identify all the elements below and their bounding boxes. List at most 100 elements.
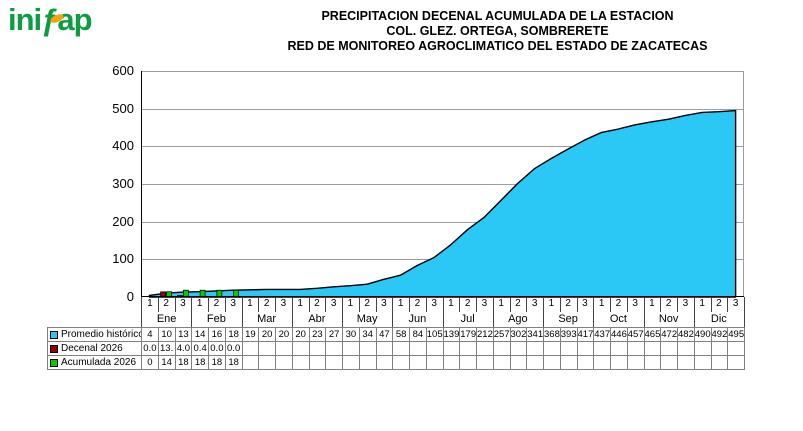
decade-tick-label: 1 xyxy=(644,297,662,312)
table-cell: 393 xyxy=(560,328,578,342)
decade-tick-label: 1 xyxy=(443,297,461,312)
decade-tick-label: 1 xyxy=(342,297,360,312)
table-cell xyxy=(343,342,360,356)
table-cell: 417 xyxy=(577,328,595,342)
table-cell xyxy=(477,356,494,370)
table-cell xyxy=(460,342,477,356)
table-cell: 19 xyxy=(242,328,260,342)
decade-tick-label: 3 xyxy=(225,297,243,312)
table-cell: 14 xyxy=(158,356,176,370)
decade-tick-label: 2 xyxy=(660,297,678,312)
month-label: Ene xyxy=(141,312,193,327)
table-cell: 20 xyxy=(292,328,310,342)
table-cell xyxy=(577,356,595,370)
decade-tick-label: 3 xyxy=(426,297,444,312)
table-cell xyxy=(460,356,477,370)
decade-tick-label: 1 xyxy=(493,297,511,312)
legend-marker-icon xyxy=(50,358,58,367)
table-cell xyxy=(276,342,293,356)
table-cell xyxy=(661,342,678,356)
table-cell xyxy=(242,356,260,370)
table-cell: 465 xyxy=(644,328,662,342)
y-axis-label: 400 xyxy=(112,138,134,154)
table-cell: 368 xyxy=(544,328,561,342)
legend-marker-icon xyxy=(50,330,58,339)
decade-tick-label: 1 xyxy=(242,297,260,312)
table-cell: 490 xyxy=(694,328,712,342)
table-cell xyxy=(359,342,377,356)
table-cell: 18 xyxy=(192,356,209,370)
table-cell: 16 xyxy=(209,328,226,342)
decade-tick-label: 3 xyxy=(627,297,645,312)
table-cell xyxy=(527,342,544,356)
table-cell: 23 xyxy=(309,328,327,342)
decade-tick-label: 1 xyxy=(694,297,712,312)
decade-tick-label: 2 xyxy=(309,297,327,312)
decade-tick-label: 3 xyxy=(526,297,544,312)
month-label: Feb xyxy=(191,312,243,327)
month-label: Ago xyxy=(493,312,544,327)
table-cell: 482 xyxy=(678,328,695,342)
month-label: Nov xyxy=(644,312,695,327)
table-cell: 20 xyxy=(259,328,276,342)
table-cell xyxy=(477,342,494,356)
table-cell xyxy=(426,342,444,356)
table-cell: 179 xyxy=(460,328,477,342)
series-label: Decenal 2026 xyxy=(61,343,123,354)
table-cell xyxy=(644,356,662,370)
table-cell: 105 xyxy=(426,328,444,342)
decade-tick-label: 3 xyxy=(175,297,193,312)
title-line2: COL. GLEZ. ORTEGA, SOMBRERETE xyxy=(386,24,609,38)
table-row: Promedio histórico 4 10 13 14 16 18 19 20 20 20 23 2… xyxy=(48,328,745,342)
table-cell: 0 xyxy=(142,356,159,370)
month-label: Dic xyxy=(694,312,745,327)
decade-tick-label: 3 xyxy=(376,297,394,312)
series-label: Promedio histórico xyxy=(61,329,142,340)
table-cell: 30 xyxy=(343,328,360,342)
table-cell xyxy=(510,342,528,356)
table-cell: 58 xyxy=(393,328,410,342)
table-cell xyxy=(326,356,343,370)
y-axis-label: 500 xyxy=(112,100,134,116)
table-cell xyxy=(292,342,310,356)
table-cell: 257 xyxy=(493,328,511,342)
table-cell xyxy=(259,356,276,370)
legend-cell: Decenal 2026 xyxy=(48,342,142,356)
table-cell xyxy=(376,342,394,356)
table-cell xyxy=(343,356,360,370)
table-cell: 302 xyxy=(510,328,528,342)
table-cell xyxy=(443,342,461,356)
table-cell xyxy=(594,342,611,356)
decade-tick-label: 2 xyxy=(560,297,578,312)
table-cell xyxy=(728,342,745,356)
decade-tick-label: 3 xyxy=(577,297,595,312)
decade-tick-label: 2 xyxy=(409,297,427,312)
table-cell: 0.0 xyxy=(209,342,226,356)
table-cell xyxy=(661,356,678,370)
table-cell: 495 xyxy=(728,328,745,342)
table-cell: 446 xyxy=(611,328,628,342)
table-cell xyxy=(259,342,276,356)
decade-tick-label: 2 xyxy=(158,297,176,312)
table-cell xyxy=(611,356,628,370)
decade-tick-label: 3 xyxy=(275,297,293,312)
table-cell xyxy=(493,356,511,370)
table-cell xyxy=(410,342,427,356)
table-cell: 4.0 xyxy=(175,342,193,356)
month-label: Oct xyxy=(593,312,645,327)
legend-cell: Promedio histórico xyxy=(48,328,142,342)
table-cell: 18 xyxy=(225,328,243,342)
table-cell xyxy=(410,356,427,370)
table-cell xyxy=(678,356,695,370)
table-cell xyxy=(694,342,712,356)
y-axis-label: 300 xyxy=(112,176,134,191)
decade-tick-label: 3 xyxy=(325,297,343,312)
table-cell: 4 xyxy=(142,328,159,342)
table-cell xyxy=(711,342,729,356)
logo-text-pre: ini xyxy=(8,2,42,37)
table-cell xyxy=(594,356,611,370)
table-cell xyxy=(276,356,293,370)
table-cell: 84 xyxy=(410,328,427,342)
month-label: Jun xyxy=(392,312,444,327)
